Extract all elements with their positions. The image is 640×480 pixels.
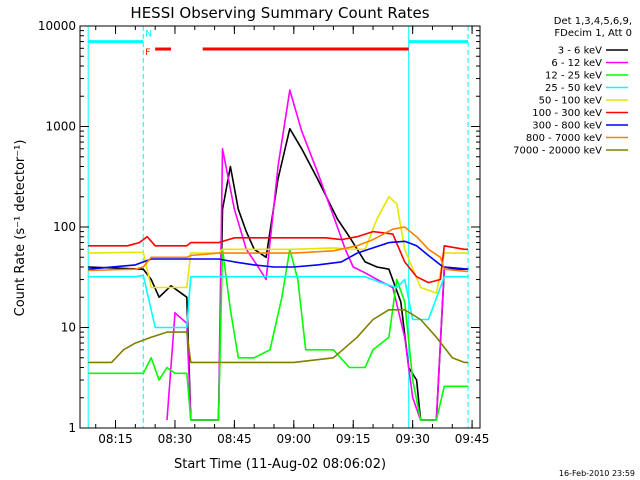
- footer-timestamp: 16-Feb-2010 23:59: [559, 469, 635, 478]
- x-tick-label: 09:15: [336, 432, 371, 446]
- legend-header-line: FDecim 1, Att 0: [554, 28, 632, 39]
- legend-header: Det 1,3,4,5,6,9,FDecim 1, Att 0: [554, 16, 632, 39]
- x-axis-label: Start Time (11-Aug-02 08:06:02): [174, 457, 386, 472]
- series-line-3: [88, 274, 469, 329]
- series-line-4: [88, 195, 469, 294]
- y-tick-label: 10000: [38, 19, 76, 33]
- legend-label: 50 - 100 keV: [539, 96, 603, 107]
- x-tick-label: 08:45: [217, 432, 252, 446]
- legend-label: 12 - 25 keV: [545, 71, 602, 82]
- legend-label: 300 - 800 keV: [532, 121, 602, 132]
- x-tick-label: 09:00: [277, 432, 312, 446]
- series-line-0: [88, 127, 469, 421]
- y-axis-label: Count Rate (s⁻¹ detector⁻¹): [13, 140, 28, 317]
- y-tick-label: 10: [61, 321, 76, 335]
- y-tick-label: 1: [68, 421, 76, 435]
- x-tick-label: 08:30: [158, 432, 193, 446]
- legend-header-line: Det 1,3,4,5,6,9,: [554, 16, 632, 27]
- series-line-6: [88, 240, 469, 270]
- legend-label: 800 - 7000 keV: [526, 133, 602, 144]
- legend-label: 6 - 12 keV: [551, 58, 602, 69]
- plot-frame: [79, 25, 481, 429]
- x-tick-label: 09:45: [455, 432, 490, 446]
- chart-title: HESSI Observing Summary Count Rates: [130, 4, 429, 22]
- series-line-2: [88, 248, 469, 421]
- x-tick-label: 09:30: [395, 432, 430, 446]
- legend-label: 7000 - 20000 keV: [513, 146, 602, 157]
- axes: 1 10 100 1000 10000 08:15 08:30 08:45 09:00 09:15…: [38, 19, 490, 446]
- status-bar-label-N: N: [145, 30, 152, 40]
- series-line-8: [88, 309, 469, 364]
- series-line-7: [88, 226, 469, 273]
- x-tick-label: 08:15: [98, 432, 133, 446]
- y-tick-label: 1000: [45, 120, 76, 134]
- y-tick-label: 100: [53, 220, 76, 234]
- series-line-1: [166, 89, 469, 421]
- legend-label: 3 - 6 keV: [558, 46, 602, 57]
- legend-label: 25 - 50 keV: [545, 83, 602, 94]
- plot-area: NF: [87, 26, 469, 428]
- status-bar-label-F: F: [145, 48, 150, 58]
- legend-label: 100 - 300 keV: [532, 108, 602, 119]
- series-line-5: [88, 230, 469, 284]
